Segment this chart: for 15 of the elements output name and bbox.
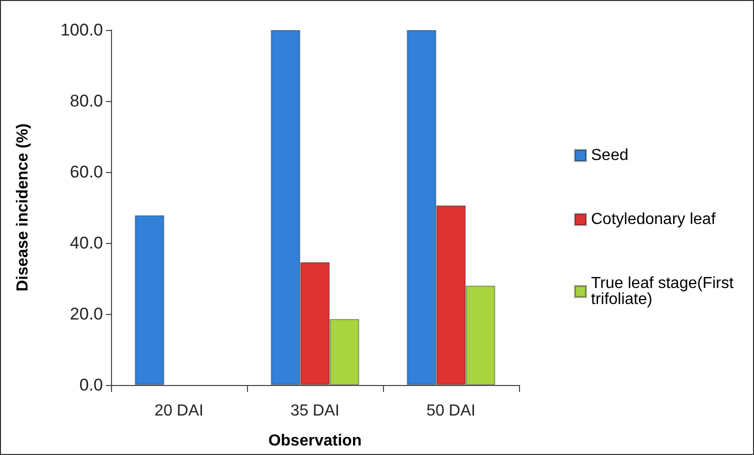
legend-label: True leaf stage(First trifoliate) [590, 275, 738, 308]
y-tick-label: 20.0 [70, 304, 103, 324]
x-axis-title: Observation [268, 432, 362, 450]
y-tick-label: 80.0 [70, 92, 103, 110]
y-tick-label: 40.0 [70, 234, 103, 252]
x-tick-label: 35 DAI [290, 402, 340, 420]
bar [134, 215, 164, 385]
x-tick-label: 20 DAI [154, 402, 204, 420]
legend-label: Seed [590, 147, 628, 164]
legend-label: Cotyledonary leaf [590, 211, 716, 228]
y-axis-title: Disease incidence (%) [14, 123, 32, 292]
x-tick-label: 50 DAI [426, 402, 476, 420]
y-tick-label: 100.0 [60, 20, 103, 40]
y-tick-label: 60.0 [70, 162, 103, 182]
y-tick-label: 0.0 [79, 376, 103, 394]
